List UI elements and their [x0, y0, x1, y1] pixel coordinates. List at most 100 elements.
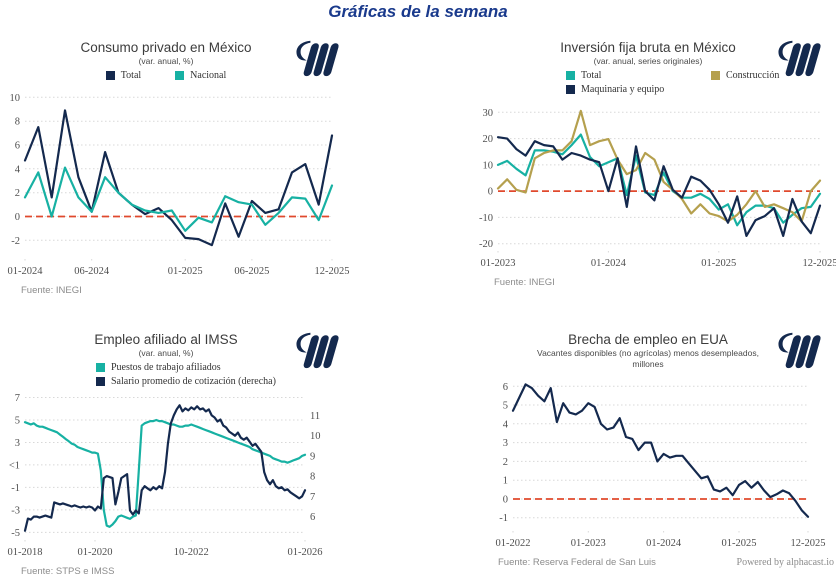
legend-swatch-icon: [96, 376, 105, 386]
chart-title: Consumo privado en México: [80, 40, 252, 55]
svg-text:0: 0: [15, 212, 20, 223]
legend-swatch-icon: [711, 70, 720, 80]
legend-item: Puestos de trabajo afiliados: [96, 362, 326, 373]
panel-consumo-privado: Consumo privado en México (var. anual, %…: [6, 34, 410, 296]
chart-legend: Total Construcción Maquinaria y equipo: [566, 70, 826, 95]
chart-legend: Puestos de trabajo afiliados Salario prom…: [96, 362, 326, 387]
svg-text:6: 6: [310, 512, 315, 523]
svg-text:01-2025: 01-2025: [168, 266, 203, 277]
legend-item: Maquinaria y equipo: [566, 84, 711, 95]
svg-text:5: 5: [503, 401, 508, 412]
chart-legend: Total Nacional: [6, 70, 326, 83]
legend-swatch-icon: [105, 70, 115, 80]
chart-title: Empleo afiliado al IMSS: [94, 332, 238, 347]
svg-text:01-2023: 01-2023: [571, 538, 606, 549]
svg-text:7: 7: [15, 393, 20, 404]
svg-text:2: 2: [15, 188, 20, 199]
svg-text:-1: -1: [11, 483, 20, 494]
line-chart-consumo-privado: 10 8 6 4 2 0 -2 01-2024 06-2024 01-2025 06-2025 12-…: [8, 92, 350, 277]
svg-text:4: 4: [15, 164, 21, 175]
chart-source: Fuente: Reserva Federal de San Luis: [498, 557, 656, 569]
chart-header: Brecha de empleo en EUA Vacantes disponi…: [422, 332, 826, 369]
svg-text:3: 3: [503, 438, 508, 449]
svg-text:12-2025: 12-2025: [803, 258, 836, 269]
svg-text:10: 10: [483, 160, 494, 171]
svg-text:-10: -10: [479, 213, 493, 224]
legend-swatch-icon: [566, 70, 575, 80]
svg-text:20: 20: [483, 134, 494, 145]
chart-footer: Fuente: Reserva Federal de San Luis Powe…: [498, 557, 834, 568]
svg-text:0: 0: [488, 186, 493, 197]
svg-text:6: 6: [503, 382, 508, 393]
svg-text:12-2025: 12-2025: [791, 538, 826, 549]
svg-text:8: 8: [15, 116, 20, 127]
svg-text:<1: <1: [9, 460, 20, 471]
chart-header: Consumo privado en México (var. anual, %…: [6, 40, 410, 83]
svg-text:1: 1: [503, 476, 508, 487]
legend-item: Total: [566, 70, 711, 81]
legend-label: Nacional: [190, 69, 227, 81]
svg-text:01-2023: 01-2023: [481, 258, 516, 269]
svg-text:9: 9: [310, 451, 315, 462]
legend-swatch-icon: [96, 362, 105, 372]
svg-text:30: 30: [483, 107, 494, 118]
svg-text:-20: -20: [479, 239, 493, 250]
svg-text:6: 6: [15, 140, 20, 151]
panel-brecha-empleo-eua: Brecha de empleo en EUA Vacantes disponi…: [422, 326, 835, 582]
monex-logo-icon: [294, 38, 340, 78]
chart-subtitle: (var. anual, %): [138, 348, 194, 358]
svg-text:01-2025: 01-2025: [722, 538, 757, 549]
page-title: Gráficas de la semana: [328, 2, 508, 21]
chart-source: Fuente: STPS e IMSS: [21, 565, 115, 577]
svg-text:06-2025: 06-2025: [234, 266, 269, 277]
chart-source: Fuente: INEGI: [494, 276, 555, 288]
legend-label: Puestos de trabajo afiliados: [111, 361, 221, 373]
legend-swatch-icon: [175, 70, 185, 80]
svg-text:11: 11: [310, 411, 320, 422]
legend-item: Total: [105, 69, 142, 81]
svg-text:8: 8: [310, 471, 315, 482]
legend-label: Construcción: [726, 69, 780, 81]
svg-text:2: 2: [503, 457, 508, 468]
svg-text:01-2022: 01-2022: [496, 538, 531, 549]
svg-text:-1: -1: [499, 513, 508, 524]
svg-text:01-2025: 01-2025: [701, 258, 736, 269]
chart-subtitle: (var. anual, %): [138, 56, 194, 66]
legend-label: Maquinaria y equipo: [581, 83, 665, 95]
monex-logo-icon: [776, 38, 822, 78]
svg-text:3: 3: [15, 438, 20, 449]
svg-text:01-2024: 01-2024: [8, 266, 44, 277]
svg-text:01-2018: 01-2018: [8, 547, 43, 558]
legend-label: Total: [581, 69, 602, 81]
svg-text:7: 7: [310, 491, 315, 502]
svg-text:10-2022: 10-2022: [174, 547, 209, 558]
svg-text:01-2020: 01-2020: [78, 547, 113, 558]
svg-text:10: 10: [10, 92, 21, 103]
svg-text:-5: -5: [11, 528, 20, 539]
legend-label: Salario promedio de cotización (derecha): [111, 375, 276, 387]
svg-text:5: 5: [15, 415, 20, 426]
chart-title: Inversión fija bruta en México: [560, 40, 736, 55]
legend-swatch-icon: [566, 84, 575, 94]
svg-text:-2: -2: [11, 235, 20, 246]
svg-text:06-2024: 06-2024: [74, 266, 110, 277]
svg-text:01-2024: 01-2024: [591, 258, 627, 269]
chart-title: Brecha de empleo en EUA: [568, 332, 728, 347]
monex-logo-icon: [776, 330, 822, 370]
line-chart-inversion-fija: 30 20 10 0 -10 -20 01-2023 01-2024 01-2025 12-202…: [479, 107, 836, 269]
chart-subtitle: (var. anual, series originales): [593, 56, 703, 66]
svg-text:01-2024: 01-2024: [646, 538, 682, 549]
chart-header: Empleo afiliado al IMSS (var. anual, %) …: [6, 332, 410, 387]
chart-subtitle: Vacantes disponibles (no agrícolas) meno…: [537, 348, 759, 369]
monex-logo-icon: [294, 330, 340, 370]
svg-text:0: 0: [503, 495, 508, 506]
svg-text:-3: -3: [11, 505, 20, 516]
svg-text:4: 4: [503, 420, 509, 431]
legend-label: Total: [120, 69, 142, 81]
line-chart-empleo-imss: 7 5 3 <1 -1 -3 -5 11 10 9 8 7 6 01-2018 01-2020 10-2022…: [8, 393, 323, 558]
legend-item: Construcción: [711, 70, 779, 81]
svg-text:12-2025: 12-2025: [315, 266, 350, 277]
chart-header: Inversión fija bruta en México (var. anu…: [422, 40, 826, 95]
powered-by: Powered by alphacast.io: [736, 557, 834, 569]
legend-item: Nacional: [175, 70, 226, 81]
